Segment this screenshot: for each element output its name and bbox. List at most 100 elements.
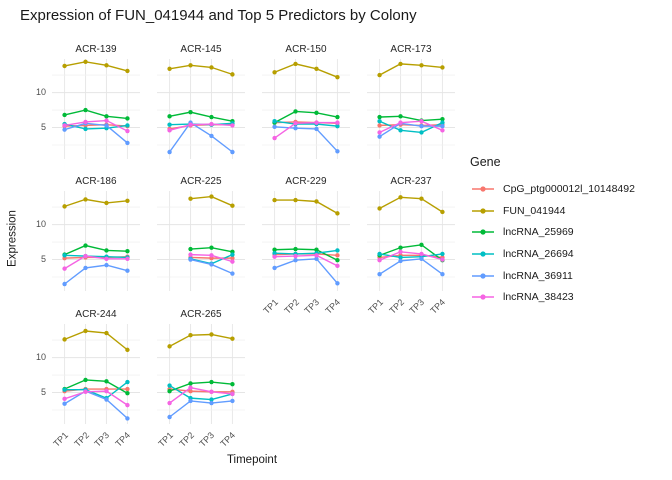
facet-panel [52, 324, 140, 424]
data-point-lncRNA_25969 [209, 379, 214, 385]
facet-ACR-244: ACR-244 [52, 308, 140, 424]
data-point-lncRNA_25969 [167, 114, 172, 119]
data-point-lncRNA_25969 [398, 245, 403, 250]
data-point-lncRNA_38423 [377, 258, 382, 263]
data-point-lncRNA_25969 [104, 379, 109, 384]
facet-ACR-225: ACR-225 [157, 175, 245, 291]
facet-panel [262, 59, 350, 159]
data-point-lncRNA_38423 [62, 123, 67, 128]
data-point-lncRNA_26694 [335, 248, 340, 253]
series-line-lncRNA_38423 [63, 390, 129, 406]
series-line-lncRNA_36911 [63, 122, 129, 144]
data-point-lncRNA_36911 [440, 123, 445, 129]
data-point-lncRNA_38423 [272, 254, 277, 259]
data-point-lncRNA_36911 [209, 262, 214, 267]
data-point-FUN_041944 [125, 68, 130, 74]
data-point-lncRNA_38423 [440, 257, 445, 262]
series-line-FUN_041944 [273, 199, 339, 215]
data-point-lncRNA_38423 [419, 251, 424, 257]
data-point-lncRNA_38423 [104, 118, 109, 123]
series-line-CpG_ptg000012l_10148492 [168, 388, 234, 393]
facet-ACR-265: ACR-265 [157, 308, 245, 424]
legend: Gene CpG_ptg000012l_10148492 FUN_041944 ln… [470, 155, 635, 312]
data-point-FUN_041944 [125, 198, 130, 203]
data-point-lncRNA_25969 [188, 109, 193, 115]
data-point-FUN_041944 [188, 63, 193, 68]
series-line-lncRNA_38423 [63, 255, 129, 270]
data-point-FUN_041944 [62, 337, 67, 342]
series-line-lncRNA_26694 [168, 384, 234, 401]
data-point-FUN_041944 [83, 197, 88, 202]
data-point-lncRNA_25969 [230, 381, 235, 387]
legend-key-point [480, 186, 486, 192]
facet-panel [52, 191, 140, 291]
data-point-FUN_041944 [62, 204, 67, 209]
data-point-lncRNA_38423 [62, 396, 67, 402]
y-tick-label: 10 [35, 87, 46, 98]
data-point-FUN_041944 [62, 63, 67, 69]
data-point-lncRNA_36911 [377, 134, 382, 139]
data-point-lncRNA_26694 [62, 253, 67, 258]
series-line-lncRNA_25969 [378, 244, 444, 261]
data-point-FUN_041944 [104, 330, 109, 336]
data-point-lncRNA_38423 [440, 128, 445, 133]
data-point-lncRNA_36911 [125, 268, 130, 273]
data-point-lncRNA_26694 [440, 120, 445, 125]
data-point-lncRNA_38423 [377, 130, 382, 135]
data-point-FUN_041944 [188, 332, 193, 338]
facet-strip-label: ACR-229 [285, 176, 327, 187]
facet-ACR-145: ACR-145 [157, 43, 245, 159]
series-line-lncRNA_26694 [273, 249, 339, 255]
facet-strip-label: ACR-186 [75, 176, 117, 187]
data-point-lncRNA_25969 [83, 243, 88, 248]
legend-key-icon [472, 273, 494, 279]
data-point-lncRNA_38423 [125, 402, 130, 408]
data-point-lncRNA_25969 [104, 248, 109, 253]
legend-item-CpG_ptg000012l_10148492: CpG_ptg000012l_10148492 [470, 182, 635, 196]
data-point-FUN_041944 [230, 203, 235, 208]
data-point-FUN_041944 [335, 74, 340, 80]
series-line-lncRNA_25969 [63, 244, 129, 256]
series-line-lncRNA_36911 [273, 126, 339, 153]
series-line-lncRNA_25969 [168, 381, 234, 392]
data-point-lncRNA_38423 [293, 253, 298, 259]
data-point-FUN_041944 [209, 332, 214, 337]
data-point-lncRNA_36911 [83, 265, 88, 271]
series-line-lncRNA_26694 [63, 381, 129, 399]
data-point-lncRNA_36911 [104, 262, 109, 268]
data-point-FUN_041944 [377, 206, 382, 211]
data-point-lncRNA_26694 [377, 251, 382, 257]
data-point-lncRNA_38423 [314, 253, 319, 258]
data-point-lncRNA_38423 [230, 259, 235, 264]
data-point-FUN_041944 [398, 61, 403, 67]
data-point-lncRNA_36911 [293, 258, 298, 263]
facet-strip-label: ACR-265 [180, 309, 222, 320]
data-point-lncRNA_36911 [167, 414, 172, 420]
data-point-lncRNA_25969 [335, 114, 340, 120]
data-point-lncRNA_25969 [377, 114, 382, 120]
data-point-lncRNA_36911 [272, 124, 277, 130]
legend-key-point [480, 208, 486, 214]
series-line-lncRNA_38423 [378, 120, 444, 134]
facet-panel [262, 191, 350, 291]
data-point-CpG_ptg000012l_10148492 [188, 388, 193, 394]
series-line-FUN_041944 [63, 61, 129, 72]
data-point-lncRNA_38423 [314, 120, 319, 125]
data-point-lncRNA_38423 [335, 120, 340, 125]
data-point-FUN_041944 [83, 328, 88, 334]
legend-item-lncRNA_36911: lncRNA_36911 [470, 269, 635, 283]
data-point-FUN_041944 [314, 199, 319, 204]
data-point-lncRNA_36911 [419, 123, 424, 129]
y-tick-label: 5 [40, 254, 46, 265]
data-point-lncRNA_25969 [62, 112, 67, 118]
data-point-lncRNA_38423 [125, 256, 130, 262]
data-point-lncRNA_26694 [398, 128, 403, 133]
data-point-CpG_ptg000012l_10148492 [377, 123, 382, 128]
data-point-lncRNA_36911 [230, 398, 235, 404]
data-point-lncRNA_25969 [398, 114, 403, 119]
data-point-lncRNA_36911 [125, 416, 130, 421]
legend-key-icon [472, 208, 494, 214]
data-point-lncRNA_26694 [125, 123, 130, 128]
data-point-lncRNA_25969 [209, 114, 214, 120]
data-point-lncRNA_38423 [188, 252, 193, 257]
